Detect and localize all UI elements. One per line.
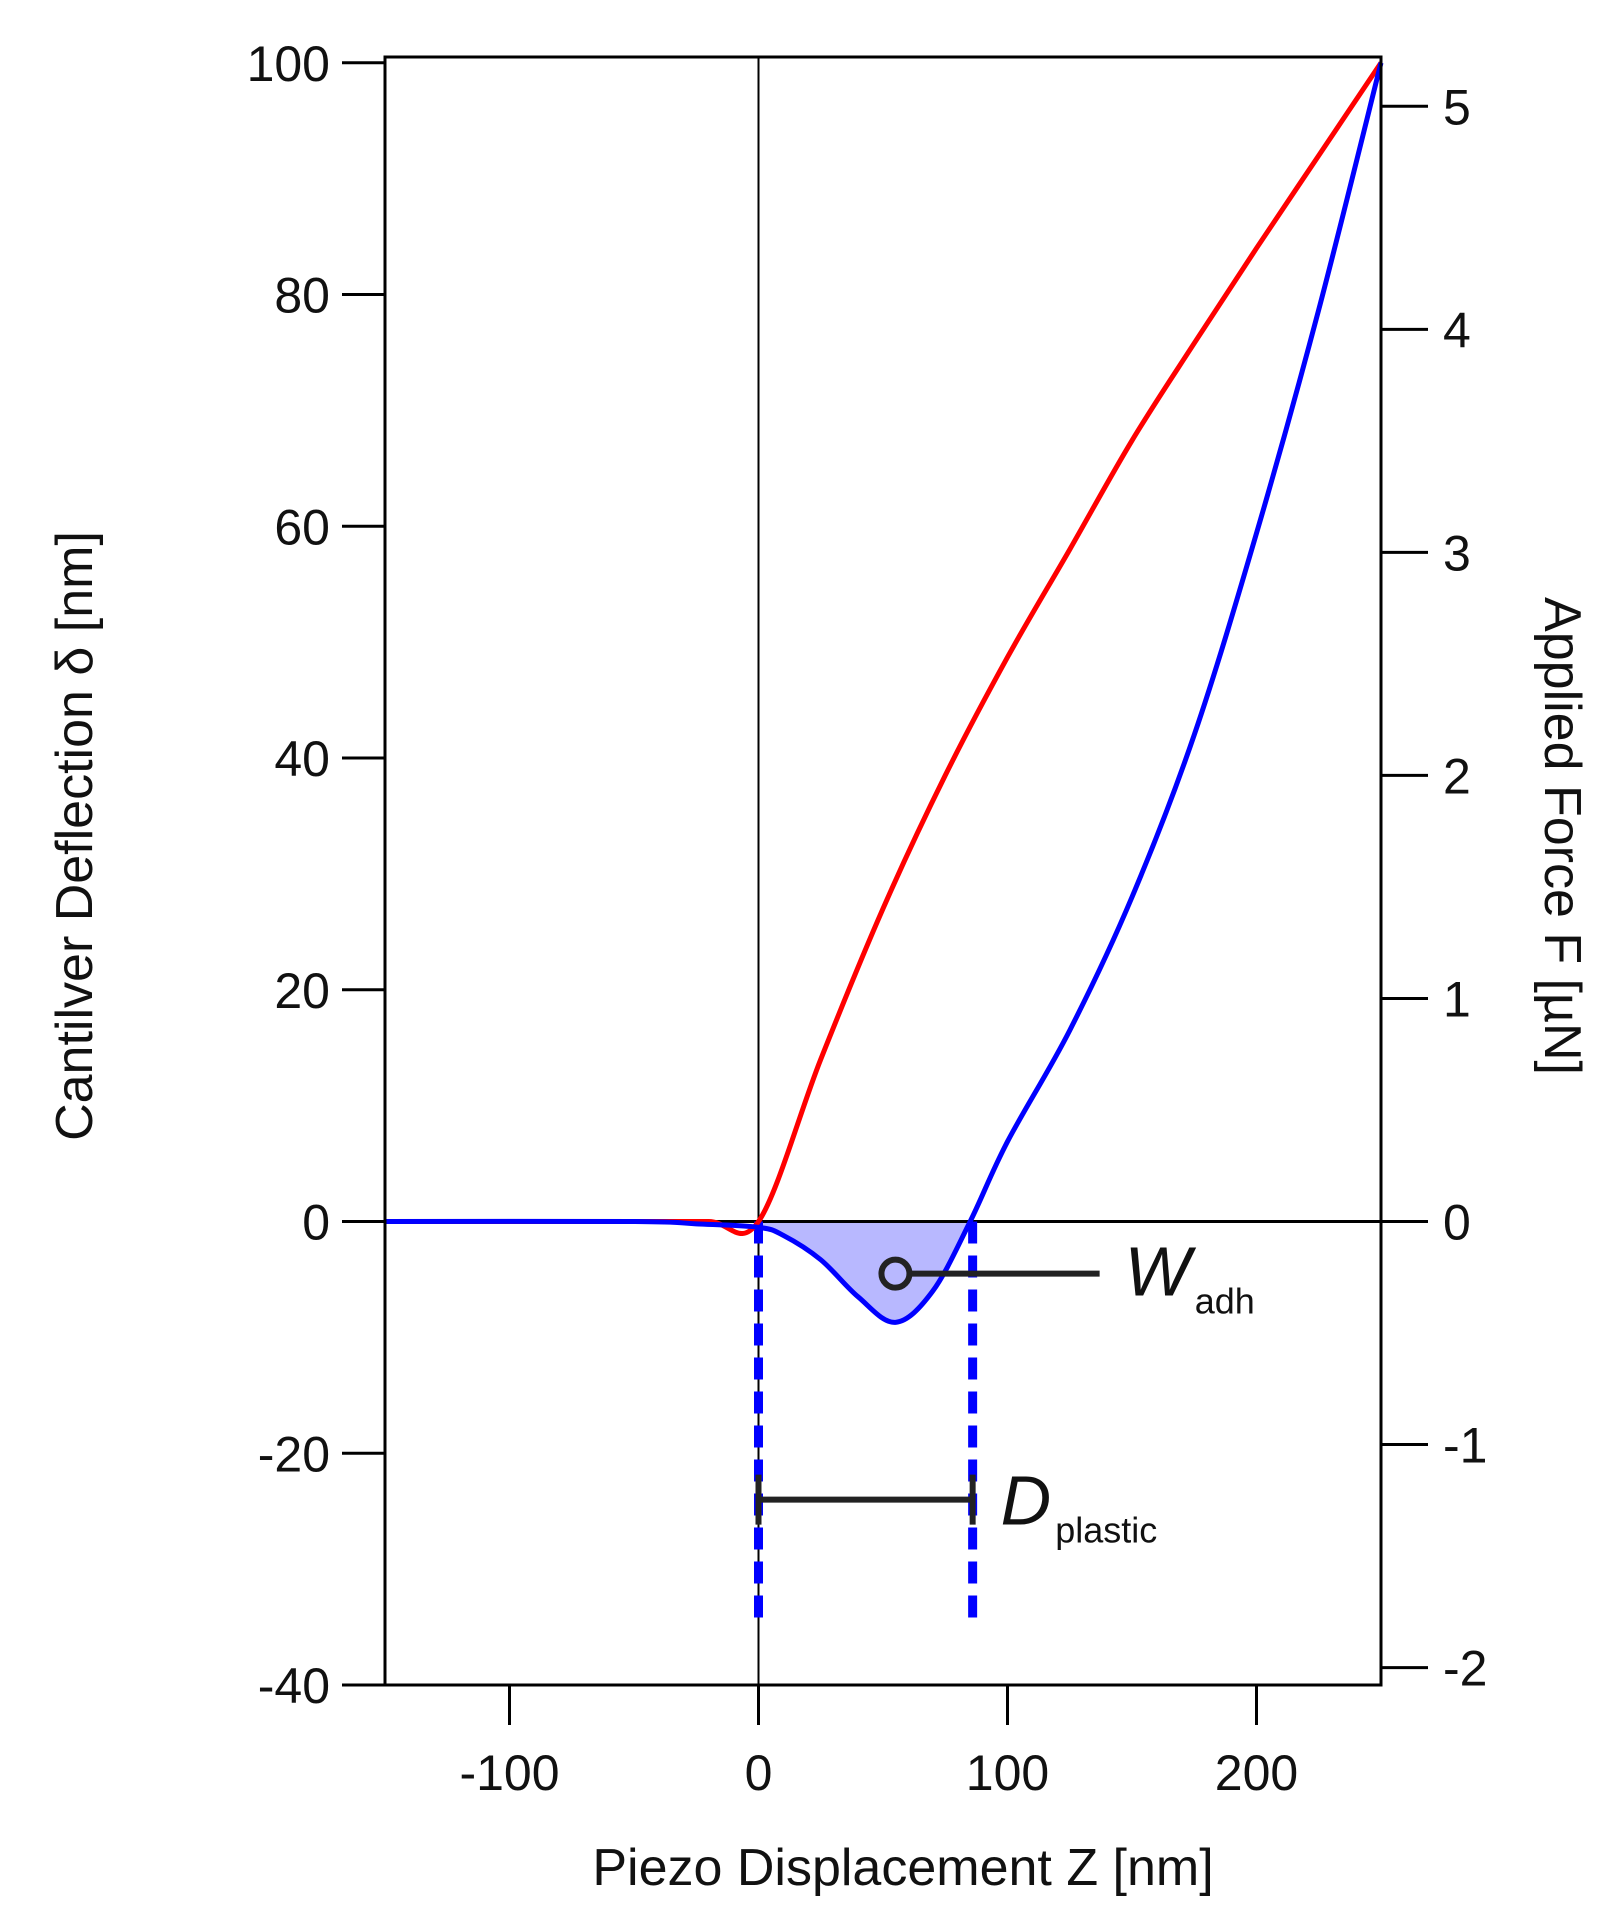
y2-tick-label: 1 (1443, 971, 1471, 1027)
x-tick-label: 200 (1215, 1745, 1298, 1801)
y2-tick-label: 4 (1443, 302, 1471, 358)
y-tick-label: 0 (302, 1195, 330, 1251)
y-tick-label: 40 (274, 731, 330, 787)
y2-tick-label: 5 (1443, 79, 1471, 135)
w-adh-symbol: W (1125, 1233, 1197, 1311)
plot-frame (383, 55, 1383, 1687)
d-plastic-symbol: D (1001, 1462, 1052, 1540)
y-tick-label: 60 (274, 499, 330, 555)
y2-tick-label: -1 (1443, 1418, 1487, 1474)
x-tick-label: -100 (459, 1745, 559, 1801)
y-tick-label: 80 (274, 268, 330, 324)
x-tick-label: 0 (745, 1745, 773, 1801)
y2-axis-label: Applied Force F [µN] (1533, 597, 1591, 1075)
adhesion-area (758, 1221, 971, 1323)
y2-tick-label: 2 (1443, 748, 1471, 804)
x-axis-label: Piezo Displacement Z [nm] (592, 1839, 1213, 1897)
y-tick-label: 100 (247, 36, 330, 92)
x-tick-label: 100 (966, 1745, 1049, 1801)
y2-tick-label: 3 (1443, 525, 1471, 581)
w-adh-marker (878, 1256, 913, 1291)
w-adh-subscript: adh (1195, 1281, 1255, 1322)
y-tick-label: 20 (274, 963, 330, 1019)
y-tick-label: -20 (258, 1426, 330, 1482)
y-axis-label: Cantilver Deflection δ [nm] (46, 531, 104, 1141)
y2-tick-label: -2 (1443, 1641, 1487, 1697)
d-plastic-subscript: plastic (1055, 1510, 1157, 1551)
y-tick-label: -40 (258, 1658, 330, 1714)
y2-tick-label: 0 (1443, 1195, 1471, 1251)
data-line (384, 62, 1384, 1325)
data-line (384, 61, 1384, 1236)
